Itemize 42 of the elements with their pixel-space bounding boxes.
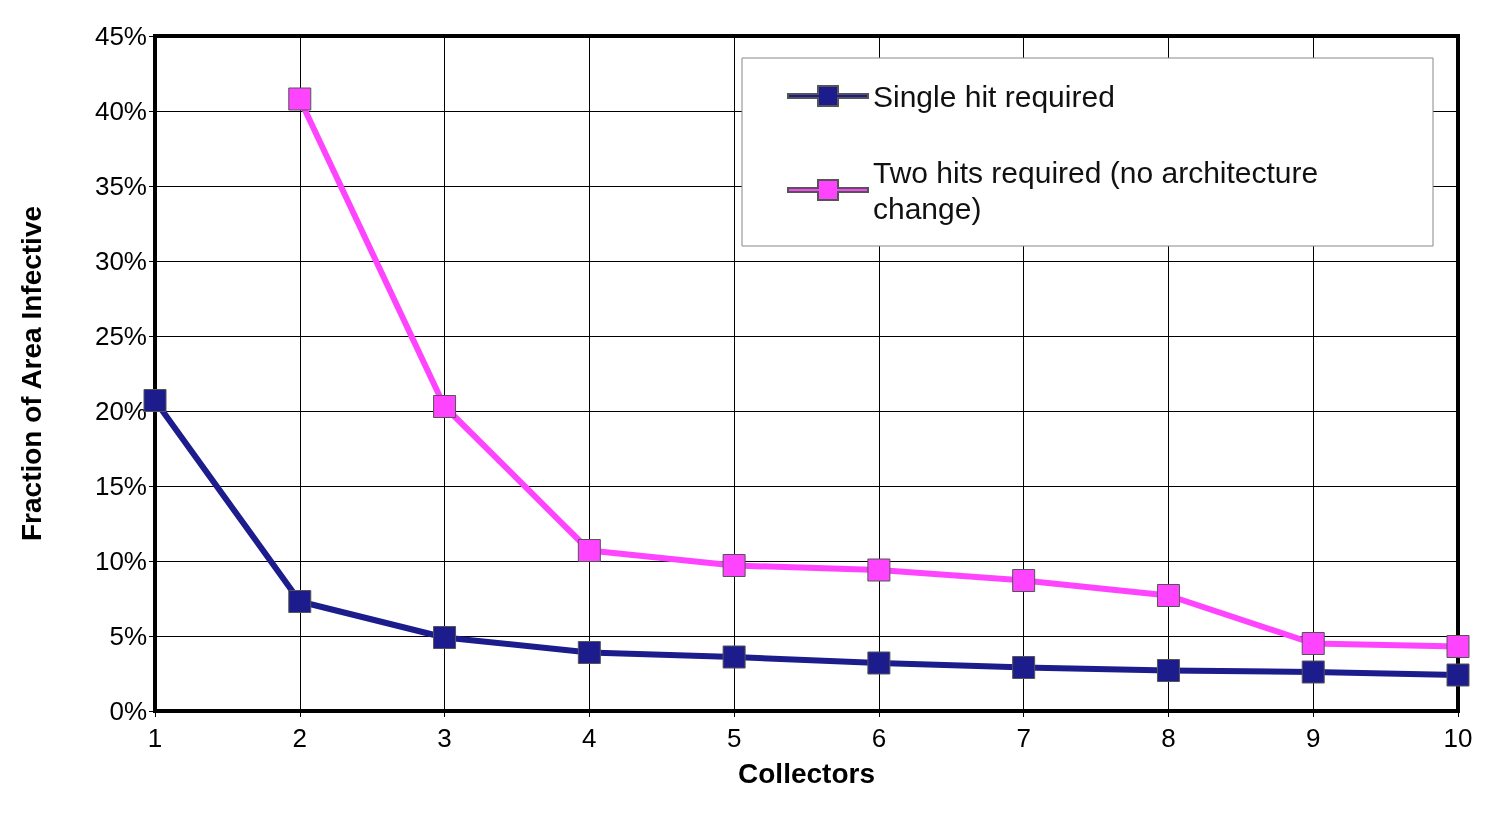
x-tick-label: 7 bbox=[1016, 723, 1031, 753]
x-tick-label: 4 bbox=[582, 723, 597, 753]
y-axis-title: Fraction of Area Infective bbox=[15, 205, 47, 542]
x-axis-title: Collectors bbox=[738, 757, 875, 789]
point bbox=[288, 87, 312, 111]
x-tick-label: 5 bbox=[726, 723, 742, 753]
legend-label: Two hits required (no architecture change) bbox=[873, 155, 1327, 225]
y-tick-label: 15% bbox=[94, 471, 147, 501]
point bbox=[867, 558, 891, 582]
point bbox=[722, 645, 746, 669]
y-tick-label: 35% bbox=[94, 171, 147, 201]
point bbox=[1446, 663, 1470, 687]
x-tick-label: 10 bbox=[1443, 723, 1473, 753]
point bbox=[1446, 635, 1470, 658]
point bbox=[1301, 632, 1325, 655]
point bbox=[722, 554, 746, 577]
point bbox=[433, 395, 457, 418]
point bbox=[288, 590, 312, 613]
x-tick-label: 9 bbox=[1305, 723, 1321, 753]
x-tick-label: 8 bbox=[1161, 723, 1176, 753]
point bbox=[867, 651, 891, 675]
point bbox=[1301, 660, 1325, 684]
point bbox=[577, 539, 601, 562]
y-tick-label: 40% bbox=[94, 96, 147, 126]
legend-label: Single hit required bbox=[873, 79, 1115, 113]
point bbox=[433, 626, 457, 649]
y-tick-label: 25% bbox=[94, 321, 147, 351]
x-tick-label: 2 bbox=[292, 723, 308, 753]
y-tick-label: 10% bbox=[94, 546, 147, 576]
y-tick-label: 0% bbox=[109, 696, 147, 726]
y-tick-label: 20% bbox=[94, 396, 147, 426]
y-tick-label: 30% bbox=[94, 246, 147, 276]
x-tick-label: 6 bbox=[871, 723, 887, 753]
point bbox=[1012, 656, 1036, 679]
y-tick-label: 45% bbox=[94, 21, 147, 51]
x-tick-label: 3 bbox=[437, 723, 452, 753]
point bbox=[1012, 569, 1036, 592]
y-tick-label: 5% bbox=[109, 621, 147, 651]
point bbox=[1156, 659, 1180, 682]
x-tick-label: 1 bbox=[147, 723, 163, 753]
point bbox=[577, 641, 601, 664]
point bbox=[1156, 584, 1180, 607]
